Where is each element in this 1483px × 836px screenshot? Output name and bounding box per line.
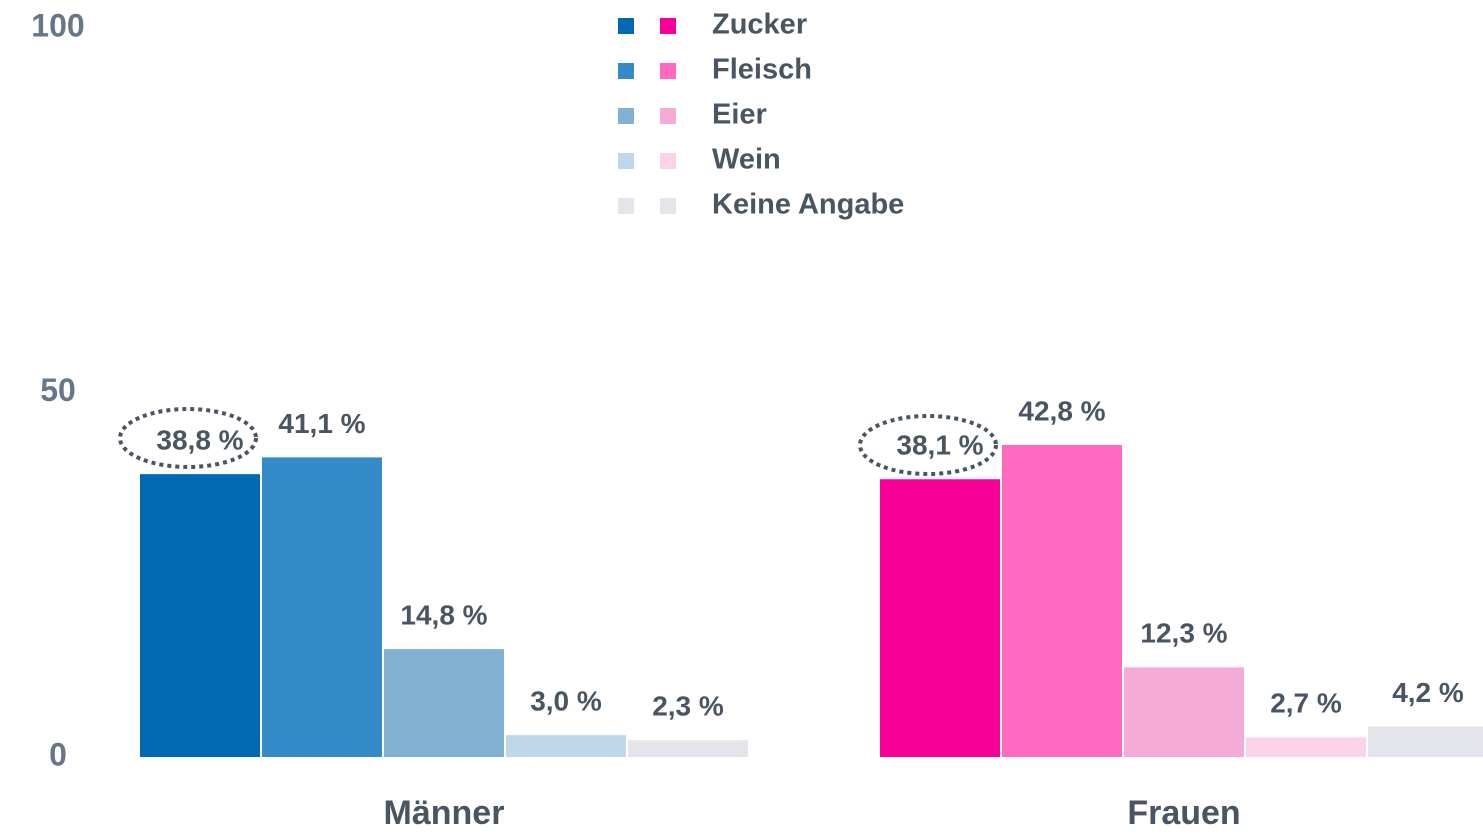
bar [1246,737,1366,757]
y-tick-label: 0 [49,736,67,772]
value-label: 2,3 % [652,691,724,722]
value-label: 38,8 % [156,425,243,456]
legend-label: Wein [712,144,781,176]
legend-label: Fleisch [712,54,812,86]
highlight-ellipse [858,414,998,476]
legend-swatch [618,18,634,34]
value-label: 12,3 % [1140,618,1227,649]
bar [628,740,748,757]
bar [140,474,260,757]
bar [506,735,626,757]
legend-swatch [618,63,634,79]
y-tick-label: 100 [31,7,84,43]
legend-label: Eier [712,99,767,131]
bar [1002,444,1122,757]
bar [1124,667,1244,757]
value-label: 42,8 % [1018,395,1105,426]
legend-swatch [660,108,676,124]
legend-swatch [618,108,634,124]
legend-swatch [660,18,676,34]
legend-label: Zucker [712,9,807,41]
legend-swatch [660,63,676,79]
bar [1368,726,1483,757]
legend-swatch [618,198,634,214]
x-tick-label: Frauen [1127,794,1240,832]
x-tick-label: Männer [384,794,505,832]
y-tick-label: 50 [40,372,76,408]
bar [880,479,1000,757]
value-label: 41,1 % [278,408,365,439]
legend-swatch [660,198,676,214]
bar [262,457,382,757]
value-label: 38,1 % [896,430,983,461]
legend-swatch [618,153,634,169]
value-label: 3,0 % [530,686,602,717]
highlight-ellipse [118,407,258,469]
value-label: 2,7 % [1270,688,1342,719]
value-label: 14,8 % [400,599,487,630]
value-label: 4,2 % [1392,677,1464,708]
bar [384,649,504,757]
legend-label: Keine Angabe [712,189,904,221]
legend-swatch [660,153,676,169]
